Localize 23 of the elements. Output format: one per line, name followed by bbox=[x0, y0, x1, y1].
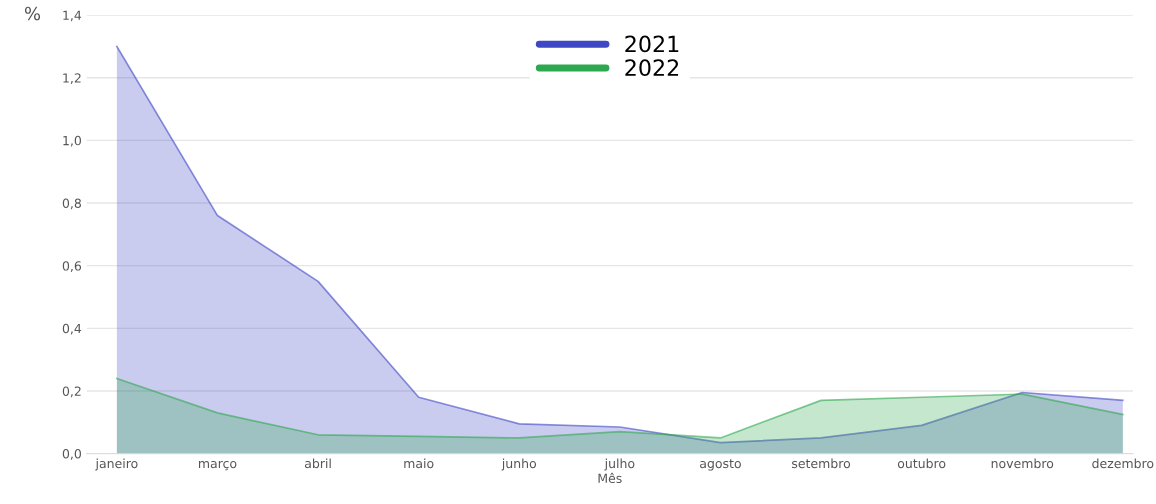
y-tick-label: 1,4 bbox=[63, 10, 82, 22]
x-tick-label: outubro bbox=[897, 458, 946, 469]
x-tick-label: dezembro bbox=[1092, 458, 1154, 469]
x-tick-label: junho bbox=[501, 458, 537, 471]
x-tick-label: agosto bbox=[700, 459, 741, 471]
x-tick-label: setembro bbox=[792, 458, 851, 469]
y-tick-label: 0,2 bbox=[62, 386, 81, 398]
y-tick-label: 0,6 bbox=[62, 261, 82, 272]
x-tick-label: janeiro bbox=[95, 458, 138, 471]
x-tick-label: julho bbox=[604, 458, 635, 471]
y-tick-label: 1,0 bbox=[63, 135, 82, 147]
x-tick-label: maio bbox=[404, 458, 434, 469]
x-tick-label: março bbox=[199, 460, 237, 471]
y-tick-label: 0,0 bbox=[62, 449, 82, 460]
y-tick-label: 0,8 bbox=[62, 198, 81, 210]
legend-label: 2021 bbox=[625, 35, 679, 53]
y-tick-label: 1,2 bbox=[63, 73, 81, 84]
y-tick-label: 0,4 bbox=[62, 323, 82, 335]
x-tick-label: novembro bbox=[991, 458, 1054, 469]
y-axis-title: % bbox=[24, 6, 41, 21]
x-tick-label: abril bbox=[304, 458, 331, 469]
legend-label: 2022 bbox=[625, 59, 679, 77]
x-axis-title: Mês bbox=[598, 472, 622, 484]
